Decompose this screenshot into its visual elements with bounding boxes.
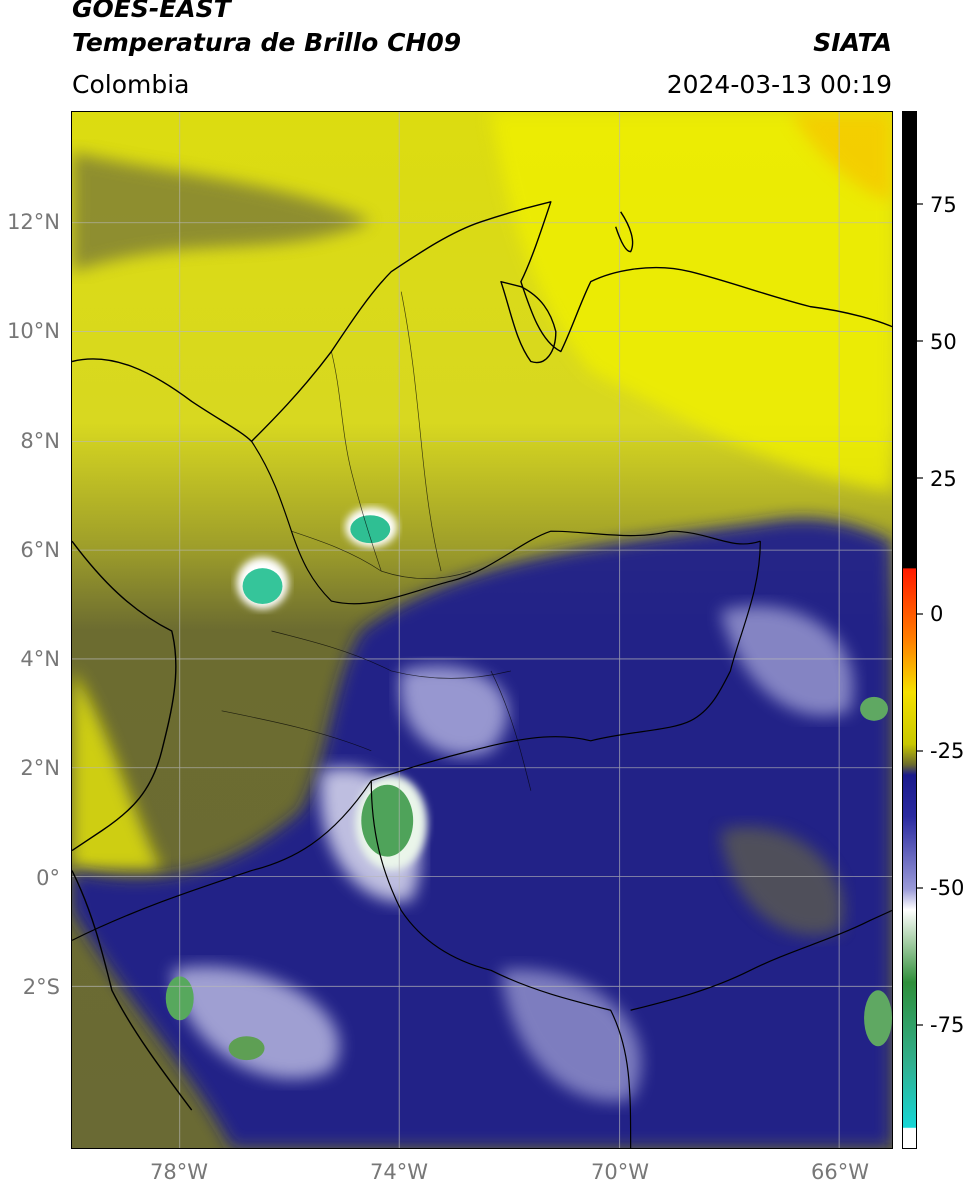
lon-label-66w: 66°W bbox=[811, 1160, 869, 1184]
cloud-white-3 bbox=[720, 605, 854, 716]
colorbar-tick-50: 50 bbox=[930, 330, 957, 354]
cloud-yellow-pacific bbox=[72, 670, 162, 871]
colorbar-tick-75: 75 bbox=[930, 193, 957, 217]
colorbar-tick-marks bbox=[917, 203, 923, 1026]
core-cyan-2 bbox=[350, 515, 391, 544]
title-satellite: GOES-EAST bbox=[72, 0, 231, 23]
core-green-6 bbox=[860, 696, 889, 721]
datetime-label: 2024-03-13 00:19 bbox=[666, 70, 892, 99]
colorbar-tick-minus25: -25 bbox=[930, 739, 965, 763]
lat-label-6n: 6°N bbox=[20, 538, 60, 562]
temperature-colorbar bbox=[902, 111, 917, 1149]
cloud-white-4 bbox=[171, 966, 340, 1079]
lat-label-4n: 4°N bbox=[20, 647, 60, 671]
coastlines bbox=[72, 201, 892, 1111]
core-green-3b bbox=[361, 784, 414, 857]
region-label: Colombia bbox=[72, 70, 190, 99]
cloud-olive-east bbox=[720, 826, 844, 936]
cloud-white-5 bbox=[500, 969, 642, 1102]
lon-label-70w: 70°W bbox=[591, 1160, 649, 1184]
cloud-orange-ne bbox=[790, 112, 892, 202]
title-agency: SIATA bbox=[813, 28, 892, 57]
core-cyan-1 bbox=[242, 568, 283, 605]
brightness-temperature-map bbox=[71, 111, 893, 1149]
lat-label-0: 0° bbox=[36, 866, 60, 890]
core-green-7 bbox=[864, 990, 892, 1047]
lat-label-2s: 2°S bbox=[22, 975, 60, 999]
cloud-white-1 bbox=[399, 665, 508, 756]
colorbar-tick-0: 0 bbox=[930, 602, 944, 626]
lat-label-8n: 8°N bbox=[20, 429, 60, 453]
cloud-olive-nw bbox=[72, 151, 372, 272]
lat-label-12n: 12°N bbox=[7, 210, 60, 234]
lat-label-2n: 2°N bbox=[20, 756, 60, 780]
graticule bbox=[72, 112, 892, 1148]
lon-label-78w: 78°W bbox=[150, 1160, 208, 1184]
colorbar-tick-minus50: -50 bbox=[930, 876, 965, 900]
country-borders bbox=[72, 441, 892, 1148]
title-product: Temperatura de Brillo CH09 bbox=[72, 28, 462, 57]
department-borders bbox=[221, 291, 532, 791]
lat-label-10n: 10°N bbox=[7, 319, 60, 343]
colorbar-tick-25: 25 bbox=[930, 467, 957, 491]
cloud-yellow-ne bbox=[490, 112, 892, 492]
core-green-5 bbox=[228, 1036, 265, 1061]
colorbar-tick-minus75: -75 bbox=[930, 1013, 965, 1037]
lon-label-74w: 74°W bbox=[370, 1160, 428, 1184]
